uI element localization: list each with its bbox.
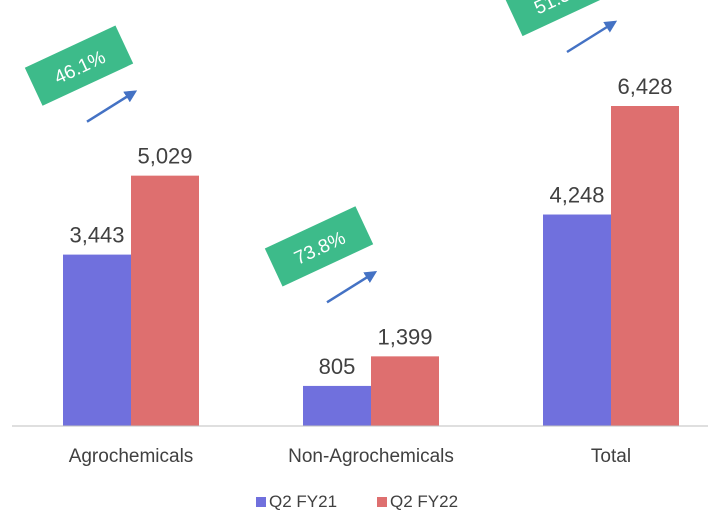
bar-total-q2-fy22 xyxy=(611,106,679,426)
legend-swatch-q2-fy22 xyxy=(377,497,387,507)
category-label-agrochemicals: Agrochemicals xyxy=(69,446,194,467)
value-label-total-q2-fy21: 4,248 xyxy=(549,183,604,208)
legend: Q2 FY21 Q2 FY22 xyxy=(256,492,458,511)
growth-badge-box xyxy=(24,25,134,106)
bar-agrochemicals-q2-fy21 xyxy=(63,254,131,426)
bars-layer xyxy=(63,106,679,426)
bar-non-agrochemicals-q2-fy22 xyxy=(371,356,439,426)
bar-non-agrochemicals-q2-fy21 xyxy=(303,385,371,426)
value-labels-layer: 3,443 5,029 805 1,399 4,248 6,428 xyxy=(69,74,672,379)
bar-agrochemicals-q2-fy22 xyxy=(131,175,199,426)
category-labels-layer: Agrochemicals Non-Agrochemicals Total xyxy=(69,446,631,467)
growth-arrow-icon xyxy=(566,20,618,54)
legend-label-q2-fy22: Q2 FY22 xyxy=(390,492,458,511)
growth-badge-total: 51.3% xyxy=(504,0,614,37)
category-label-non-agrochemicals: Non-Agrochemicals xyxy=(288,446,454,467)
value-label-agrochemicals-q2-fy21: 3,443 xyxy=(69,223,124,248)
growth-badge-box xyxy=(264,206,374,287)
value-label-agrochemicals-q2-fy22: 5,029 xyxy=(137,144,192,169)
legend-label-q2-fy21: Q2 FY21 xyxy=(269,492,337,511)
value-label-non-agrochemicals-q2-fy22: 1,399 xyxy=(377,324,432,349)
value-label-non-agrochemicals-q2-fy21: 805 xyxy=(319,354,356,379)
bar-total-q2-fy21 xyxy=(543,214,611,426)
growth-badge-non-agrochemicals: 73.8% xyxy=(264,206,374,287)
legend-swatch-q2-fy21 xyxy=(256,497,266,507)
growth-arrow-icon xyxy=(326,271,378,304)
category-label-total: Total xyxy=(591,446,631,467)
growth-arrow-icon xyxy=(86,90,138,123)
growth-badge-agrochemicals: 46.1% xyxy=(24,25,134,106)
growth-badge-box xyxy=(504,0,614,37)
value-label-total-q2-fy22: 6,428 xyxy=(617,74,672,99)
